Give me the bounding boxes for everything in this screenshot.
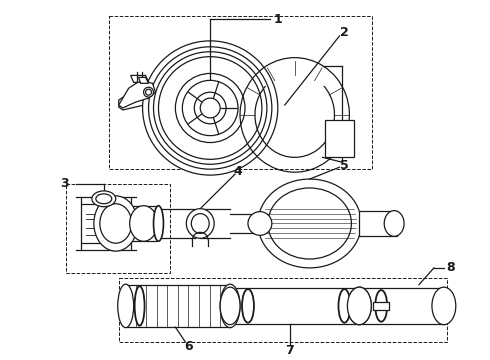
Polygon shape	[131, 75, 148, 82]
Ellipse shape	[146, 89, 151, 95]
Bar	[359, 211, 397, 236]
Ellipse shape	[248, 212, 272, 235]
Ellipse shape	[258, 179, 361, 268]
Ellipse shape	[96, 194, 112, 204]
Ellipse shape	[130, 206, 157, 241]
Polygon shape	[139, 77, 148, 83]
Text: 3: 3	[60, 177, 69, 190]
Bar	[119, 278, 447, 342]
Ellipse shape	[94, 196, 138, 251]
Text: 1: 1	[273, 13, 282, 26]
Text: 7: 7	[285, 344, 294, 357]
Ellipse shape	[347, 287, 371, 325]
Ellipse shape	[182, 80, 238, 136]
Ellipse shape	[195, 92, 226, 124]
Bar	[324, 120, 354, 157]
Ellipse shape	[220, 284, 240, 328]
Text: 8: 8	[446, 261, 455, 274]
Ellipse shape	[186, 209, 214, 238]
Polygon shape	[119, 82, 155, 110]
Ellipse shape	[200, 98, 220, 118]
Ellipse shape	[100, 204, 132, 243]
Ellipse shape	[153, 52, 267, 164]
Ellipse shape	[220, 287, 240, 325]
Text: 2: 2	[340, 27, 349, 40]
Ellipse shape	[135, 286, 145, 326]
Ellipse shape	[92, 191, 116, 207]
Ellipse shape	[148, 47, 272, 169]
Ellipse shape	[175, 73, 245, 143]
Ellipse shape	[153, 206, 164, 241]
Ellipse shape	[144, 87, 153, 97]
Polygon shape	[119, 80, 155, 108]
Ellipse shape	[158, 57, 262, 159]
Bar	[81, 204, 131, 243]
Text: 6: 6	[184, 340, 193, 354]
Ellipse shape	[432, 287, 456, 325]
Bar	[66, 184, 171, 273]
Bar	[373, 302, 389, 310]
Ellipse shape	[339, 289, 350, 323]
Bar	[109, 16, 372, 169]
Ellipse shape	[384, 211, 404, 236]
Text: 5: 5	[340, 159, 349, 172]
Ellipse shape	[268, 188, 351, 259]
Ellipse shape	[118, 284, 134, 328]
Ellipse shape	[347, 287, 371, 325]
Ellipse shape	[191, 213, 209, 233]
Ellipse shape	[375, 290, 387, 322]
Ellipse shape	[143, 41, 278, 175]
Text: 4: 4	[234, 165, 243, 178]
Ellipse shape	[242, 289, 254, 323]
